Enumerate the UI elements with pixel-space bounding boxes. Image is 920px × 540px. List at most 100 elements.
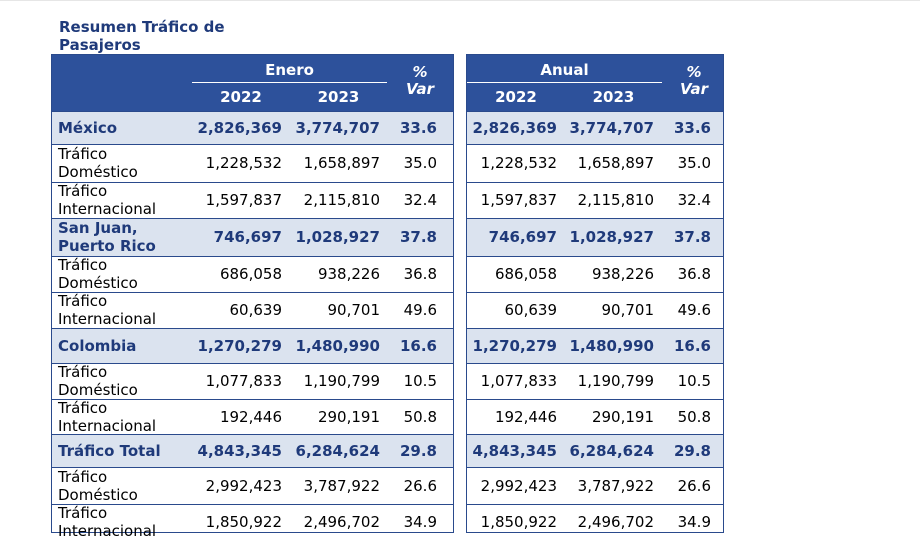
var-value: 34.9 xyxy=(677,512,711,531)
year-header-2022: 2022 xyxy=(495,88,537,106)
value-2023: 1,480,990 xyxy=(295,336,380,355)
value-2023: 3,774,707 xyxy=(569,118,654,137)
header-underline xyxy=(467,82,662,83)
row-label: Tráfico Internacional xyxy=(58,182,157,218)
var-value: 36.8 xyxy=(677,265,711,283)
table-row: Tráfico Doméstico 1,228,532 1,658,897 35.0 xyxy=(52,144,453,182)
table-row: Tráfico Internacional 192,446 290,191 50.8 xyxy=(52,398,453,435)
value-2022: 60,639 xyxy=(504,301,558,319)
value-2023: 1,028,927 xyxy=(569,228,654,246)
period-header: Anual xyxy=(540,61,589,79)
value-2022: 686,058 xyxy=(219,265,282,283)
anual-table: Anual 2022 2023 % Var 2,826,369 3,774,707 3… xyxy=(466,54,724,533)
var-value: 36.8 xyxy=(403,265,437,283)
table-row: 1,228,532 1,658,897 35.0 xyxy=(467,144,723,182)
value-2022: 2,826,369 xyxy=(472,118,557,137)
var-value: 34.9 xyxy=(403,512,437,531)
value-2023: 2,115,810 xyxy=(577,191,654,209)
var-value: 10.5 xyxy=(403,372,437,390)
var-header: % Var xyxy=(680,63,708,98)
value-2023: 290,191 xyxy=(317,407,380,426)
value-2022: 192,446 xyxy=(494,407,557,426)
value-2022: 1,597,837 xyxy=(205,191,282,209)
top-divider xyxy=(0,0,920,1)
value-2022: 1,228,532 xyxy=(205,154,282,172)
var-value: 32.4 xyxy=(403,191,437,209)
value-2023: 1,190,799 xyxy=(577,372,654,390)
value-2023: 3,787,922 xyxy=(303,476,380,495)
value-2023: 2,496,702 xyxy=(577,512,654,531)
row-label: Tráfico Doméstico xyxy=(58,363,138,399)
var-value: 16.6 xyxy=(399,336,437,355)
group-row: 1,270,279 1,480,990 16.6 xyxy=(467,328,723,363)
row-label: Tráfico Internacional xyxy=(58,503,157,540)
row-label: San Juan, Puerto Rico xyxy=(58,219,156,255)
table-row: 1,850,922 2,496,702 34.9 xyxy=(467,504,723,539)
var-value: 26.6 xyxy=(677,476,711,495)
group-row: 4,843,345 6,284,624 29.8 xyxy=(467,434,723,467)
value-2023: 1,658,897 xyxy=(577,154,654,172)
value-2022: 4,843,345 xyxy=(472,441,557,460)
value-2022: 1,597,837 xyxy=(480,191,557,209)
value-2022: 2,826,369 xyxy=(197,118,282,137)
value-2022: 1,850,922 xyxy=(205,512,282,531)
row-label: Tráfico Total xyxy=(58,441,161,460)
value-2022: 1,077,833 xyxy=(480,372,557,390)
value-2023: 2,496,702 xyxy=(303,512,380,531)
var-value: 10.5 xyxy=(677,372,711,390)
var-header: % Var xyxy=(406,63,434,98)
value-2023: 6,284,624 xyxy=(569,441,654,460)
table-row: Tráfico Internacional 60,639 90,701 49.6 xyxy=(52,292,453,328)
table-row: Tráfico Doméstico 686,058 938,226 36.8 xyxy=(52,256,453,292)
value-2022: 1,270,279 xyxy=(472,336,557,355)
table-row: Tráfico Doméstico 1,077,833 1,190,799 10.5 xyxy=(52,363,453,399)
value-2023: 6,284,624 xyxy=(295,441,380,460)
var-value: 26.6 xyxy=(403,476,437,495)
year-header-2023: 2023 xyxy=(317,88,360,106)
row-label: Tráfico Doméstico xyxy=(58,145,138,181)
group-row: Colombia 1,270,279 1,480,990 16.6 xyxy=(52,328,453,363)
value-2023: 3,774,707 xyxy=(295,118,380,137)
period-header: Enero xyxy=(265,61,314,79)
value-2022: 2,992,423 xyxy=(480,476,557,495)
var-value: 50.8 xyxy=(677,407,711,426)
value-2023: 90,701 xyxy=(601,301,655,319)
row-label: Tráfico Internacional xyxy=(58,398,157,435)
table-row: 1,077,833 1,190,799 10.5 xyxy=(467,363,723,399)
enero-table: Enero 2022 2023 % Var México 2,826,369 3,77… xyxy=(51,54,454,540)
year-header-2022: 2022 xyxy=(220,88,262,106)
row-label: Colombia xyxy=(58,336,137,355)
page-title: Resumen Tráfico de Pasajeros xyxy=(59,18,225,54)
var-value: 32.4 xyxy=(677,191,711,209)
var-value: 49.6 xyxy=(677,301,711,319)
value-2022: 2,992,423 xyxy=(205,476,282,495)
table-header: Enero 2022 2023 % Var xyxy=(52,55,453,111)
value-2023: 938,226 xyxy=(317,265,380,283)
var-value: 35.0 xyxy=(403,154,437,172)
table-row: 1,597,837 2,115,810 32.4 xyxy=(467,182,723,218)
value-2022: 60,639 xyxy=(229,301,283,319)
var-value: 33.6 xyxy=(399,118,437,137)
group-row: San Juan, Puerto Rico 746,697 1,028,927 37.… xyxy=(52,218,453,256)
value-2023: 2,115,810 xyxy=(303,191,380,209)
value-2023: 1,658,897 xyxy=(303,154,380,172)
value-2022: 1,270,279 xyxy=(197,336,282,355)
table-row: 60,639 90,701 49.6 xyxy=(467,292,723,328)
value-2022: 746,697 xyxy=(213,228,282,246)
var-value: 37.8 xyxy=(399,228,437,246)
row-label: Tráfico Internacional xyxy=(58,292,157,328)
value-2022: 4,843,345 xyxy=(197,441,282,460)
table-row: Tráfico Internacional 1,850,922 2,496,702 3… xyxy=(52,503,453,540)
table-header: Anual 2022 2023 % Var xyxy=(467,55,723,111)
var-value: 29.8 xyxy=(673,441,711,460)
group-row: México 2,826,369 3,774,707 33.6 xyxy=(52,111,453,144)
row-label: Tráfico Doméstico xyxy=(58,256,138,292)
group-row: 2,826,369 3,774,707 33.6 xyxy=(467,111,723,144)
value-2023: 290,191 xyxy=(591,407,654,426)
var-value: 35.0 xyxy=(677,154,711,172)
table-row: Tráfico Doméstico 2,992,423 3,787,922 26.6 xyxy=(52,467,453,504)
value-2023: 938,226 xyxy=(591,265,654,283)
value-2022: 1,228,532 xyxy=(480,154,557,172)
value-2022: 746,697 xyxy=(488,228,557,246)
var-value: 37.8 xyxy=(673,228,711,246)
